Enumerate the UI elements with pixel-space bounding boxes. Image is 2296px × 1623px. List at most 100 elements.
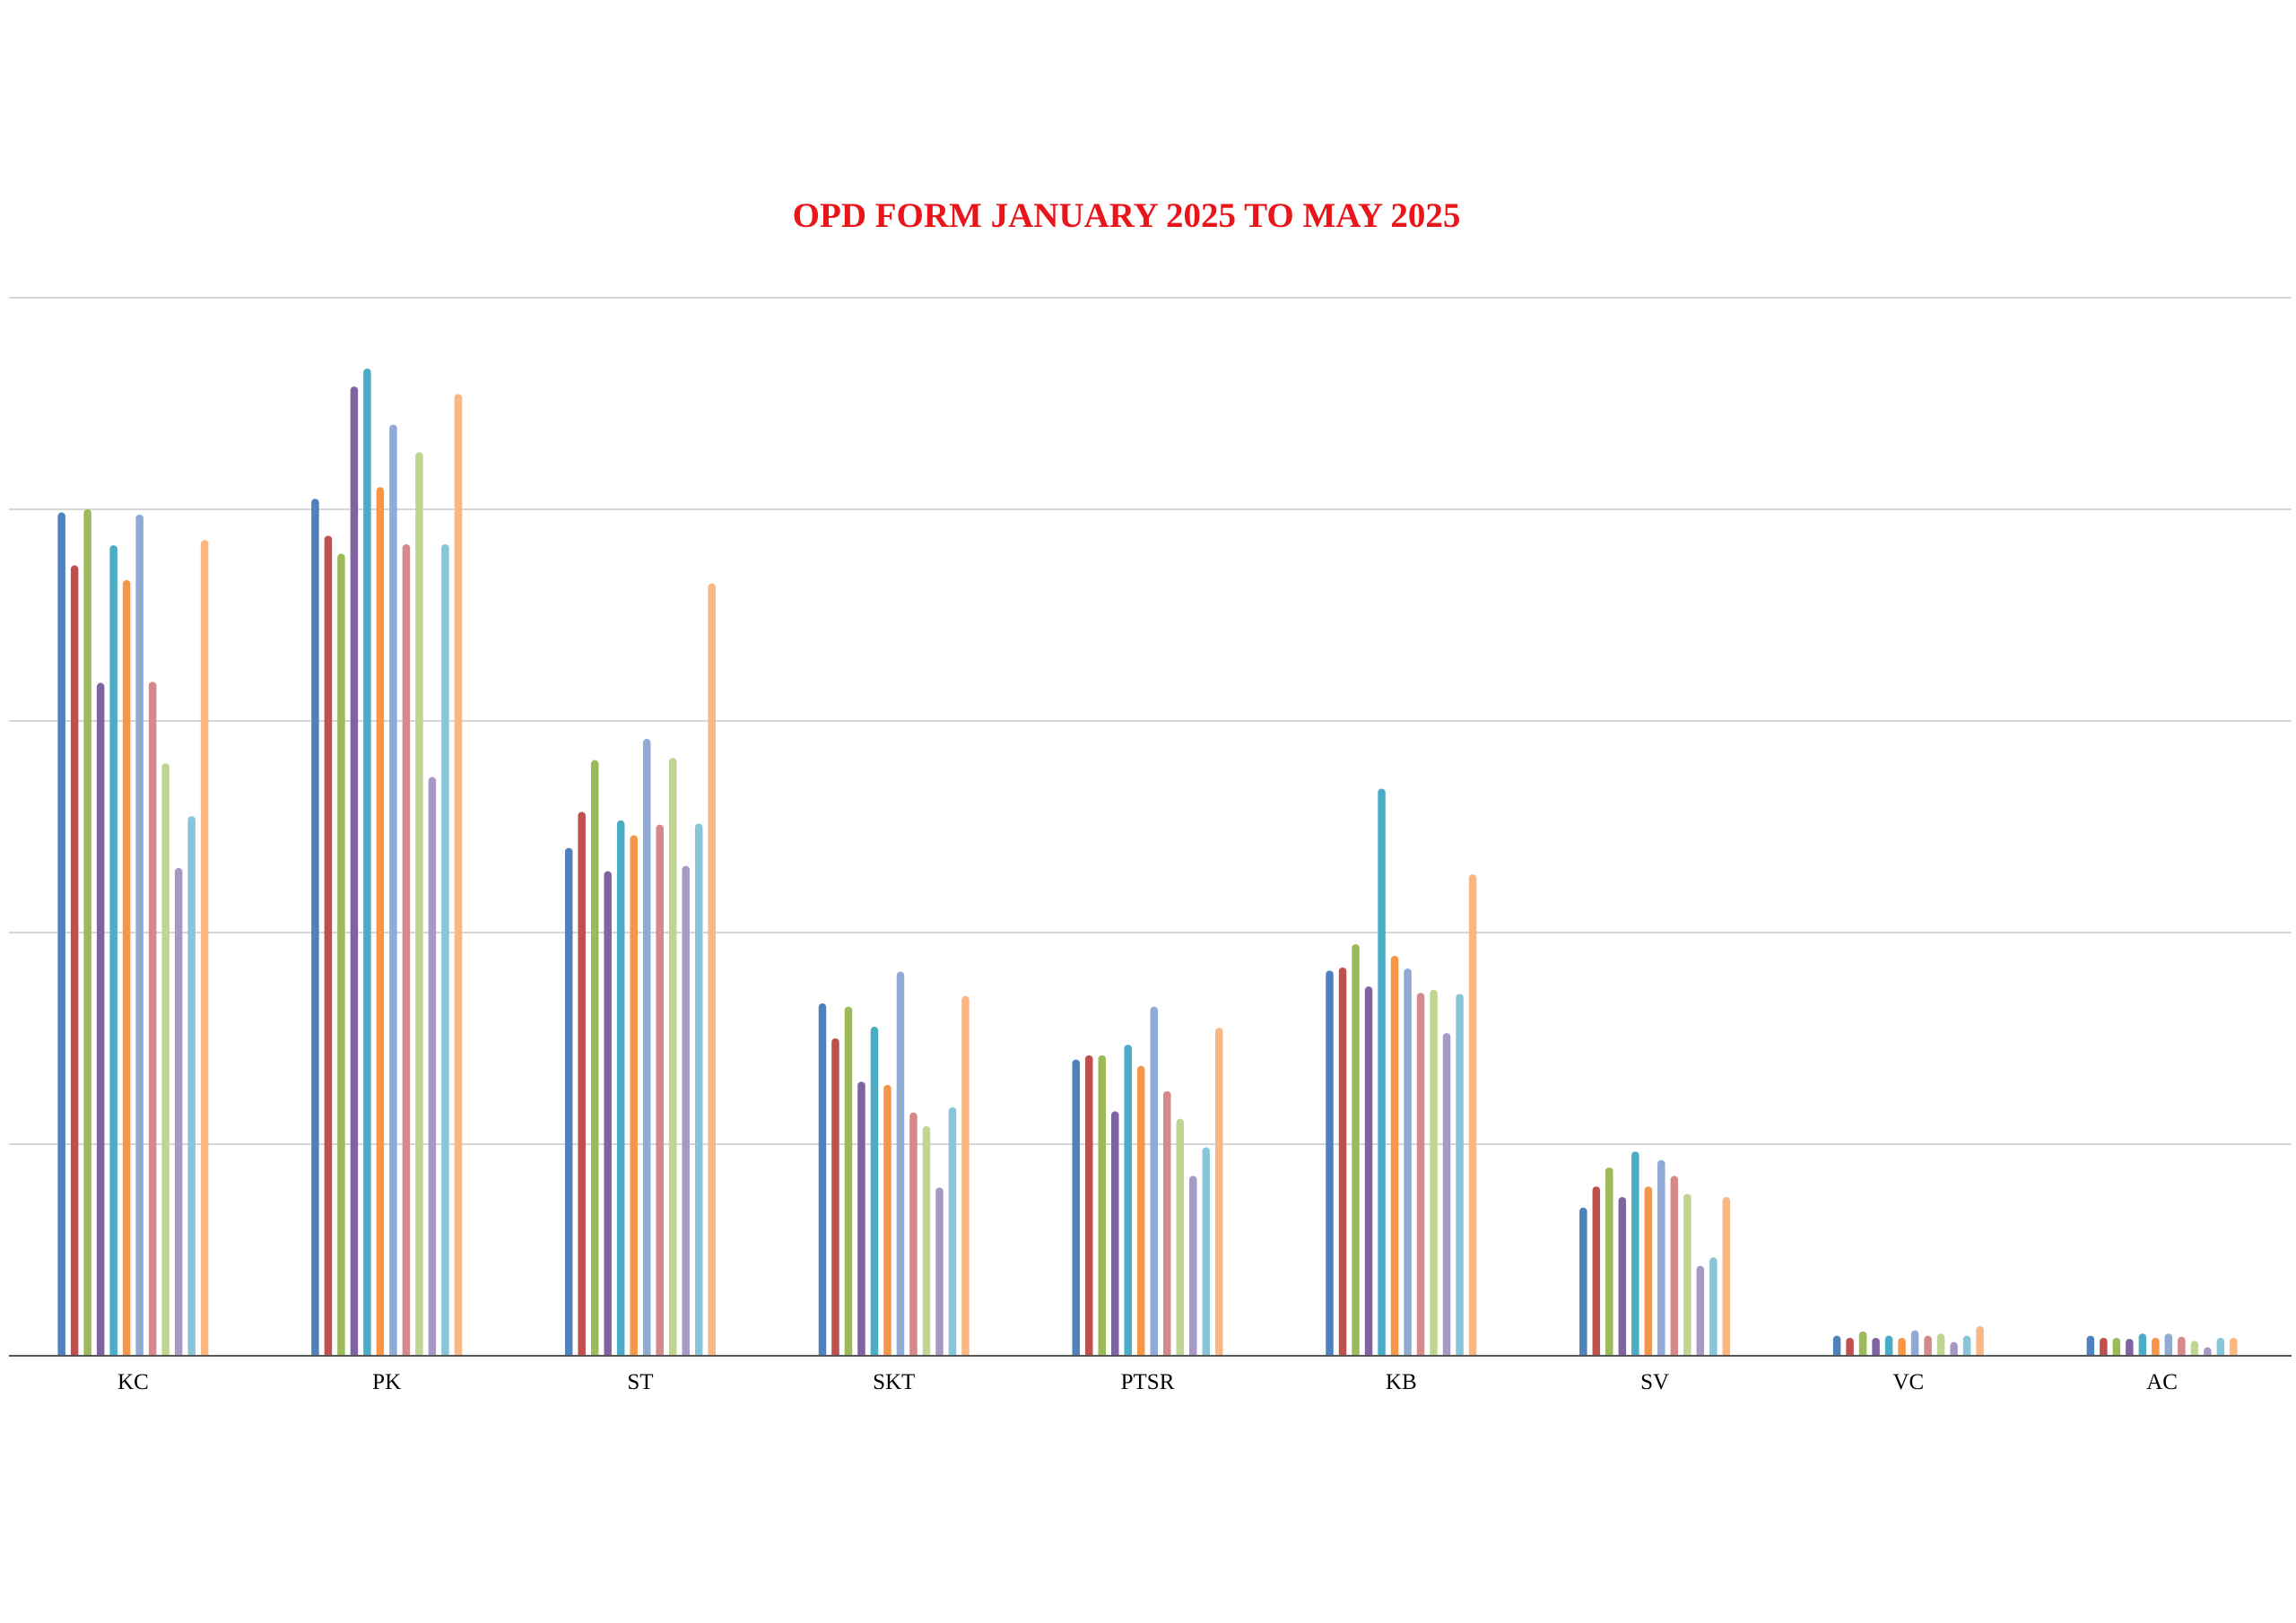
bar-vc-6 [1898,1337,1906,1359]
bar-pk-3 [337,553,345,1359]
bar-st-7 [642,739,651,1359]
bar-pk-11 [441,543,449,1359]
bar-pk-12 [454,394,463,1359]
bar-skt-12 [961,995,970,1359]
bar-ptsr-1 [1072,1059,1080,1359]
bar-st-3 [590,759,599,1359]
bar-st-12 [708,583,716,1359]
bar-kc-2 [70,565,79,1359]
bar-ac-12 [2230,1337,2238,1359]
bar-skt-10 [935,1187,944,1359]
bar-st-4 [604,871,612,1359]
bar-sv-5 [1631,1151,1639,1359]
bar-pk-7 [389,424,397,1360]
category-label-skt: SKT [873,1370,915,1394]
bar-skt-7 [896,971,905,1359]
bar-ac-6 [2152,1337,2160,1359]
bar-sv-8 [1670,1176,1679,1359]
bar-kb-3 [1352,943,1360,1359]
bar-kb-6 [1390,955,1399,1359]
category-label-st: ST [627,1370,653,1394]
bar-sv-4 [1618,1197,1627,1359]
bar-ptsr-5 [1124,1045,1132,1359]
bar-kc-4 [96,682,105,1359]
bar-kc-5 [109,545,117,1359]
bar-skt-3 [844,1006,853,1359]
bar-vc-12 [1976,1325,1984,1359]
bar-skt-11 [948,1107,957,1359]
bar-kb-11 [1456,994,1464,1359]
bar-kb-8 [1416,993,1425,1359]
bar-ptsr-4 [1111,1111,1119,1359]
bar-vc-2 [1846,1337,1854,1359]
category-label-pk: PK [372,1370,401,1394]
bar-st-9 [668,758,677,1359]
bar-vc-9 [1936,1333,1945,1359]
bar-st-8 [656,824,664,1359]
bar-sv-6 [1644,1186,1653,1359]
bar-sv-12 [1722,1197,1731,1359]
category-label-kb: KB [1386,1370,1417,1394]
bar-ptsr-8 [1163,1091,1171,1359]
bar-st-6 [630,835,638,1359]
bar-kc-7 [135,514,144,1359]
baseline-mask [0,1357,2296,1364]
bar-vc-1 [1832,1335,1841,1359]
bar-pk-5 [363,369,371,1359]
bar-st-10 [682,865,690,1359]
category-label-ac: AC [2146,1370,2178,1394]
bar-kc-1 [57,512,65,1359]
bar-ac-11 [2216,1337,2225,1359]
bar-ac-7 [2164,1333,2173,1359]
bar-ptsr-6 [1137,1065,1145,1359]
bar-vc-3 [1858,1331,1867,1359]
bar-kb-5 [1378,788,1386,1359]
bar-sv-2 [1592,1186,1601,1359]
bar-kc-10 [174,868,183,1359]
bar-kb-4 [1364,986,1373,1359]
bar-pk-8 [402,543,411,1359]
bar-st-2 [578,812,586,1359]
bar-ac-5 [2138,1333,2147,1359]
bar-vc-8 [1924,1335,1932,1359]
category-labels: KC PK ST SKT PTSR KB SV VC AC [117,1370,2178,1394]
bar-ac-2 [2100,1337,2108,1359]
bar-vc-7 [1910,1330,1919,1359]
bar-sv-10 [1696,1265,1705,1359]
bar-ptsr-12 [1215,1028,1223,1359]
bar-kb-10 [1442,1033,1451,1359]
bar-ac-1 [2086,1335,2095,1359]
bar-skt-2 [831,1038,839,1359]
bar-pk-10 [428,777,437,1359]
bar-st-5 [616,820,625,1359]
category-label-sv: SV [1640,1370,1669,1394]
bar-vc-5 [1884,1335,1893,1359]
bar-ptsr-9 [1176,1118,1184,1359]
bar-ptsr-11 [1202,1147,1210,1359]
bar-kc-12 [200,540,209,1359]
bar-ac-9 [2190,1341,2199,1359]
bar-ptsr-3 [1098,1055,1106,1359]
bar-sv-3 [1605,1167,1613,1359]
bars [0,369,2296,1364]
bar-kb-9 [1430,989,1438,1359]
bar-pk-4 [350,386,359,1359]
bar-ptsr-7 [1150,1006,1158,1359]
bar-kb-1 [1326,970,1334,1359]
category-label-kc: KC [117,1370,149,1394]
bar-skt-5 [870,1027,879,1359]
category-label-vc: VC [1892,1370,1924,1394]
bar-sv-1 [1579,1207,1587,1359]
bar-kc-6 [122,580,131,1359]
bar-kb-2 [1338,967,1347,1359]
bar-skt-4 [857,1081,865,1359]
category-label-ptsr: PTSR [1121,1370,1175,1394]
bar-vc-11 [1962,1335,1971,1359]
bar-sv-7 [1657,1159,1665,1359]
bar-kb-12 [1468,874,1477,1359]
bar-kc-8 [148,681,157,1359]
bar-ptsr-10 [1189,1176,1197,1359]
bar-pk-9 [415,452,423,1359]
bar-ac-3 [2112,1337,2121,1359]
